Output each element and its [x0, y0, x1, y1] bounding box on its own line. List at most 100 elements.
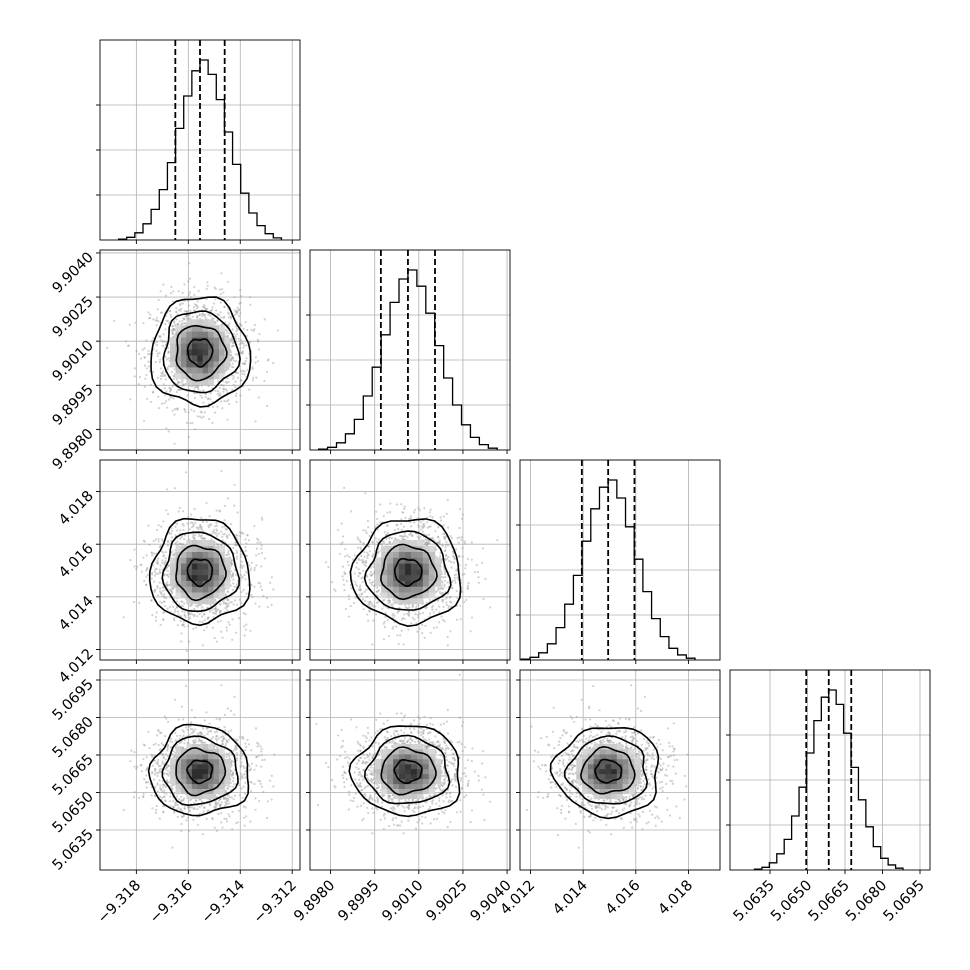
scatter-point [371, 554, 374, 558]
density-cell [405, 574, 412, 581]
scatter-point [388, 634, 391, 638]
scatter-point [240, 601, 243, 605]
density-cell [202, 325, 209, 332]
scatter-point [190, 709, 193, 712]
scatter-point [391, 800, 394, 803]
scatter-point [410, 622, 413, 625]
scatter-point [176, 522, 179, 525]
scatter-point [223, 399, 226, 403]
scatter-point [136, 565, 139, 568]
scatter-point [165, 583, 169, 586]
density-cell [224, 574, 231, 581]
scatter-point [420, 727, 423, 730]
scatter-point [348, 757, 351, 760]
scatter-point [187, 613, 191, 616]
scatter-point [216, 392, 219, 395]
scatter-point [423, 524, 426, 528]
density-cell [428, 586, 436, 593]
scatter-point [218, 392, 221, 395]
scatter-point [423, 543, 426, 546]
scatter-point [489, 800, 492, 803]
scatter-point [340, 522, 343, 525]
density-cell [381, 773, 388, 780]
scatter-point [230, 317, 233, 320]
scatter-point [176, 804, 179, 807]
density-cell [393, 768, 400, 775]
scatter-point [365, 762, 368, 765]
density-cell [428, 557, 436, 564]
scatter-point [452, 753, 455, 756]
scatter-point [220, 821, 223, 824]
scatter-point [198, 737, 201, 740]
scatter-point [215, 542, 218, 546]
scatter-point [200, 527, 203, 530]
scatter-point [386, 524, 389, 527]
scatter-point [240, 755, 243, 758]
scatter-point [227, 324, 230, 327]
density-cell [213, 361, 220, 368]
scatter-point [451, 550, 454, 553]
scatter-point [187, 436, 190, 439]
scatter-point [168, 321, 171, 324]
density-cell [181, 331, 187, 338]
scatter-point [225, 602, 228, 605]
scatter-point [154, 568, 157, 571]
scatter-point [368, 797, 371, 801]
scatter-point [359, 749, 362, 752]
scatter-point [157, 728, 160, 732]
scatter-point [198, 732, 202, 735]
scatter-point [178, 320, 181, 323]
scatter-point [193, 392, 196, 395]
scatter-point [239, 301, 242, 304]
scatter-point [445, 601, 448, 604]
scatter-point [444, 549, 447, 553]
scatter-point [192, 731, 195, 734]
scatter-point [608, 733, 611, 736]
scatter-point [637, 732, 640, 735]
scatter-point [256, 360, 259, 363]
scatter-point [363, 551, 366, 554]
scatter-point [166, 745, 169, 749]
density-cell [175, 545, 182, 552]
scatter-point [220, 543, 223, 547]
scatter-point [208, 798, 211, 801]
scatter-point [408, 800, 411, 803]
scatter-point [665, 768, 668, 771]
scatter-point [573, 720, 576, 723]
scatter-point [361, 761, 364, 764]
density-cell [186, 337, 193, 344]
density-cell [208, 361, 214, 368]
scatter-point [399, 739, 402, 742]
scatter-point [213, 636, 216, 640]
scatter-point [366, 785, 370, 788]
scatter-point [184, 471, 188, 474]
scatter-point [440, 572, 443, 576]
scatter-point [201, 537, 204, 540]
scatter-point [574, 764, 577, 768]
scatter-point [377, 754, 380, 757]
scatter-point [182, 730, 185, 733]
scatter-point [590, 742, 593, 745]
scatter-point [225, 604, 228, 607]
density-cell [202, 768, 209, 775]
scatter-point [367, 755, 370, 758]
scatter-point [424, 816, 427, 819]
scatter-point [260, 547, 263, 550]
scatter-point [253, 323, 256, 327]
scatter-point [244, 742, 247, 745]
scatter-point [159, 311, 162, 314]
scatter-point [221, 535, 224, 539]
density-cell [410, 768, 418, 775]
scatter-point [454, 779, 457, 782]
density-cell [186, 768, 193, 775]
scatter-point [196, 415, 199, 418]
scatter-point [372, 777, 375, 780]
scatter-point [453, 773, 456, 777]
density-cell [399, 597, 406, 605]
scatter-point [211, 405, 214, 409]
scatter-point [177, 613, 180, 616]
scatter-point [196, 526, 199, 529]
x-tick-label: −9.312 [251, 878, 300, 927]
scatter-point [400, 739, 403, 742]
scatter-point [210, 730, 213, 733]
